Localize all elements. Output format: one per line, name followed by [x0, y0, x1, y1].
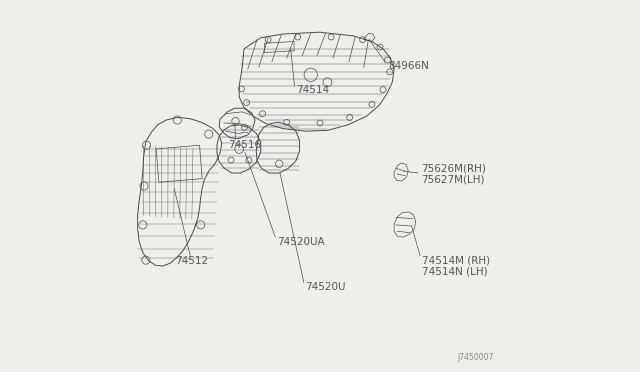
Text: 84966N: 84966N: [388, 61, 429, 71]
Text: 74514M (RH): 74514M (RH): [422, 255, 490, 265]
Text: 74520U: 74520U: [305, 282, 346, 292]
Text: 74512: 74512: [175, 256, 208, 266]
Text: 74514: 74514: [296, 86, 329, 95]
Text: 74516: 74516: [228, 140, 261, 150]
Text: 74520UA: 74520UA: [277, 237, 325, 247]
Text: 74514N (LH): 74514N (LH): [422, 266, 487, 276]
Text: J7450007: J7450007: [458, 353, 494, 362]
Text: 75626M(RH): 75626M(RH): [422, 163, 486, 173]
Text: 75627M(LH): 75627M(LH): [422, 174, 485, 185]
